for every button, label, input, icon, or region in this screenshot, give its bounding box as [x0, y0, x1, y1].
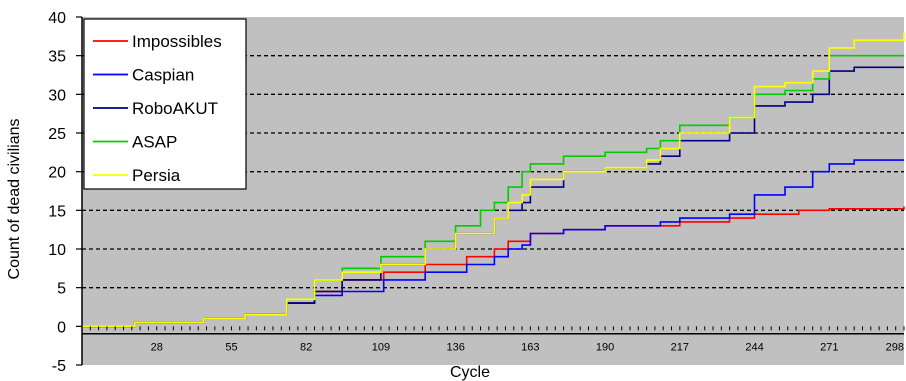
x-tick-label: 109 [372, 341, 390, 353]
y-tick-label: 5 [57, 281, 66, 298]
y-tick-label: 30 [48, 87, 66, 104]
legend-label: RoboAKUT [132, 99, 218, 118]
x-tick-labels: 28 55 82 109 136 163 190 217 244 271 298 [151, 341, 904, 353]
y-tick-label: 40 [48, 10, 66, 27]
x-axis-label: Cycle [450, 364, 490, 381]
y-tick-label: 10 [48, 242, 66, 259]
x-tick-label: 271 [820, 341, 838, 353]
legend-label: Caspian [132, 66, 194, 85]
x-tick-label: 55 [225, 341, 237, 353]
y-tick-label: 15 [48, 203, 66, 220]
x-tick-label: 298 [886, 341, 904, 353]
x-tick-label: 217 [671, 341, 689, 353]
x-tick-label: 244 [745, 341, 763, 353]
legend-label: Impossibles [132, 32, 222, 51]
y-tick-label: 0 [57, 319, 66, 336]
x-tick-label: 136 [446, 341, 464, 353]
legend-label: Persia [132, 166, 181, 185]
series-line-roboakut [82, 66, 904, 328]
y-tick-label: 20 [48, 165, 66, 182]
y-tick-label: 35 [48, 49, 66, 66]
x-tick-label: 190 [596, 341, 614, 353]
legend-label: ASAP [132, 133, 177, 152]
x-tick-label: 163 [521, 341, 539, 353]
y-tick-label: 25 [48, 126, 66, 143]
x-minor-ticks [81, 326, 905, 331]
legend: Impossibles Caspian RoboAKUT ASAP Persia [83, 18, 247, 190]
legend-box [83, 18, 247, 190]
x-tick-label: 28 [151, 341, 163, 353]
series-line-persia [82, 32, 905, 328]
y-tick-label: -5 [52, 358, 66, 375]
x-tick-label: 82 [300, 341, 312, 353]
series-lines [82, 32, 905, 328]
y-tick-labels: -5 0 5 10 15 20 25 30 35 40 [48, 10, 82, 375]
y-axis-label: Count of dead civilians [6, 119, 23, 280]
